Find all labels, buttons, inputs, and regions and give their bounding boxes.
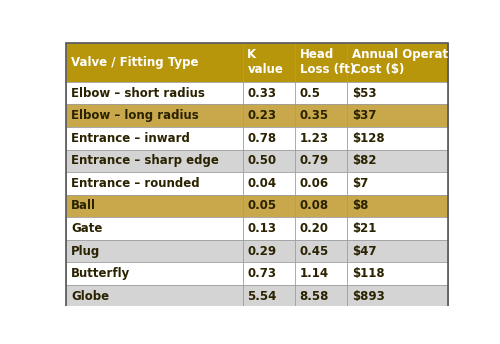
- FancyBboxPatch shape: [348, 217, 448, 240]
- Text: Entrance – rounded: Entrance – rounded: [71, 177, 200, 190]
- FancyBboxPatch shape: [348, 172, 448, 195]
- FancyBboxPatch shape: [348, 43, 448, 82]
- FancyBboxPatch shape: [242, 240, 295, 262]
- FancyBboxPatch shape: [66, 150, 242, 172]
- FancyBboxPatch shape: [348, 150, 448, 172]
- Text: $82: $82: [352, 154, 376, 167]
- FancyBboxPatch shape: [242, 43, 295, 82]
- FancyBboxPatch shape: [242, 104, 295, 127]
- Text: 0.5: 0.5: [300, 87, 320, 100]
- FancyBboxPatch shape: [295, 240, 348, 262]
- Text: 0.13: 0.13: [248, 222, 276, 235]
- FancyBboxPatch shape: [242, 127, 295, 150]
- FancyBboxPatch shape: [242, 285, 295, 308]
- FancyBboxPatch shape: [348, 82, 448, 104]
- Text: 1.23: 1.23: [300, 132, 328, 145]
- FancyBboxPatch shape: [295, 195, 348, 217]
- FancyBboxPatch shape: [242, 172, 295, 195]
- Text: 0.20: 0.20: [300, 222, 328, 235]
- FancyBboxPatch shape: [348, 195, 448, 217]
- Text: Ball: Ball: [71, 200, 96, 213]
- Text: $21: $21: [352, 222, 376, 235]
- Text: 0.05: 0.05: [248, 200, 276, 213]
- Text: 0.73: 0.73: [248, 267, 276, 280]
- FancyBboxPatch shape: [295, 104, 348, 127]
- FancyBboxPatch shape: [66, 82, 242, 104]
- Text: Gate: Gate: [71, 222, 102, 235]
- Text: Butterfly: Butterfly: [71, 267, 130, 280]
- Text: K
value: K value: [248, 48, 283, 76]
- Text: Entrance – sharp edge: Entrance – sharp edge: [71, 154, 219, 167]
- FancyBboxPatch shape: [66, 285, 242, 308]
- FancyBboxPatch shape: [295, 262, 348, 285]
- FancyBboxPatch shape: [348, 262, 448, 285]
- FancyBboxPatch shape: [242, 150, 295, 172]
- Text: Elbow – short radius: Elbow – short radius: [71, 87, 205, 100]
- Text: 1.14: 1.14: [300, 267, 329, 280]
- Text: $53: $53: [352, 87, 376, 100]
- Text: 0.35: 0.35: [300, 109, 329, 122]
- Text: 0.78: 0.78: [248, 132, 276, 145]
- Text: $128: $128: [352, 132, 384, 145]
- Text: 0.79: 0.79: [300, 154, 329, 167]
- Text: 0.50: 0.50: [248, 154, 276, 167]
- FancyBboxPatch shape: [348, 240, 448, 262]
- Text: Elbow – long radius: Elbow – long radius: [71, 109, 199, 122]
- FancyBboxPatch shape: [295, 82, 348, 104]
- Text: $47: $47: [352, 245, 376, 258]
- Text: 0.06: 0.06: [300, 177, 329, 190]
- Text: 0.33: 0.33: [248, 87, 276, 100]
- FancyBboxPatch shape: [242, 82, 295, 104]
- Text: 5.54: 5.54: [248, 290, 276, 303]
- FancyBboxPatch shape: [66, 43, 242, 82]
- Text: 0.08: 0.08: [300, 200, 329, 213]
- FancyBboxPatch shape: [295, 172, 348, 195]
- FancyBboxPatch shape: [295, 217, 348, 240]
- Text: 0.23: 0.23: [248, 109, 276, 122]
- Text: Head
Loss (ft): Head Loss (ft): [300, 48, 355, 76]
- Text: Entrance – inward: Entrance – inward: [71, 132, 190, 145]
- Text: Annual Operating
Cost ($): Annual Operating Cost ($): [352, 48, 469, 76]
- FancyBboxPatch shape: [66, 217, 242, 240]
- FancyBboxPatch shape: [295, 150, 348, 172]
- FancyBboxPatch shape: [295, 127, 348, 150]
- FancyBboxPatch shape: [295, 43, 348, 82]
- FancyBboxPatch shape: [242, 262, 295, 285]
- Text: $118: $118: [352, 267, 384, 280]
- Text: Plug: Plug: [71, 245, 101, 258]
- FancyBboxPatch shape: [242, 195, 295, 217]
- Text: 0.29: 0.29: [248, 245, 276, 258]
- FancyBboxPatch shape: [66, 262, 242, 285]
- FancyBboxPatch shape: [348, 104, 448, 127]
- Text: Valve / Fitting Type: Valve / Fitting Type: [71, 56, 198, 69]
- Text: $7: $7: [352, 177, 368, 190]
- FancyBboxPatch shape: [66, 195, 242, 217]
- FancyBboxPatch shape: [295, 285, 348, 308]
- Text: 0.45: 0.45: [300, 245, 329, 258]
- FancyBboxPatch shape: [66, 127, 242, 150]
- FancyBboxPatch shape: [348, 127, 448, 150]
- Text: Globe: Globe: [71, 290, 109, 303]
- FancyBboxPatch shape: [66, 104, 242, 127]
- Text: 0.04: 0.04: [248, 177, 276, 190]
- FancyBboxPatch shape: [348, 285, 448, 308]
- FancyBboxPatch shape: [66, 240, 242, 262]
- FancyBboxPatch shape: [242, 217, 295, 240]
- Text: $37: $37: [352, 109, 376, 122]
- Text: 8.58: 8.58: [300, 290, 329, 303]
- Text: $893: $893: [352, 290, 384, 303]
- FancyBboxPatch shape: [66, 172, 242, 195]
- Text: $8: $8: [352, 200, 368, 213]
